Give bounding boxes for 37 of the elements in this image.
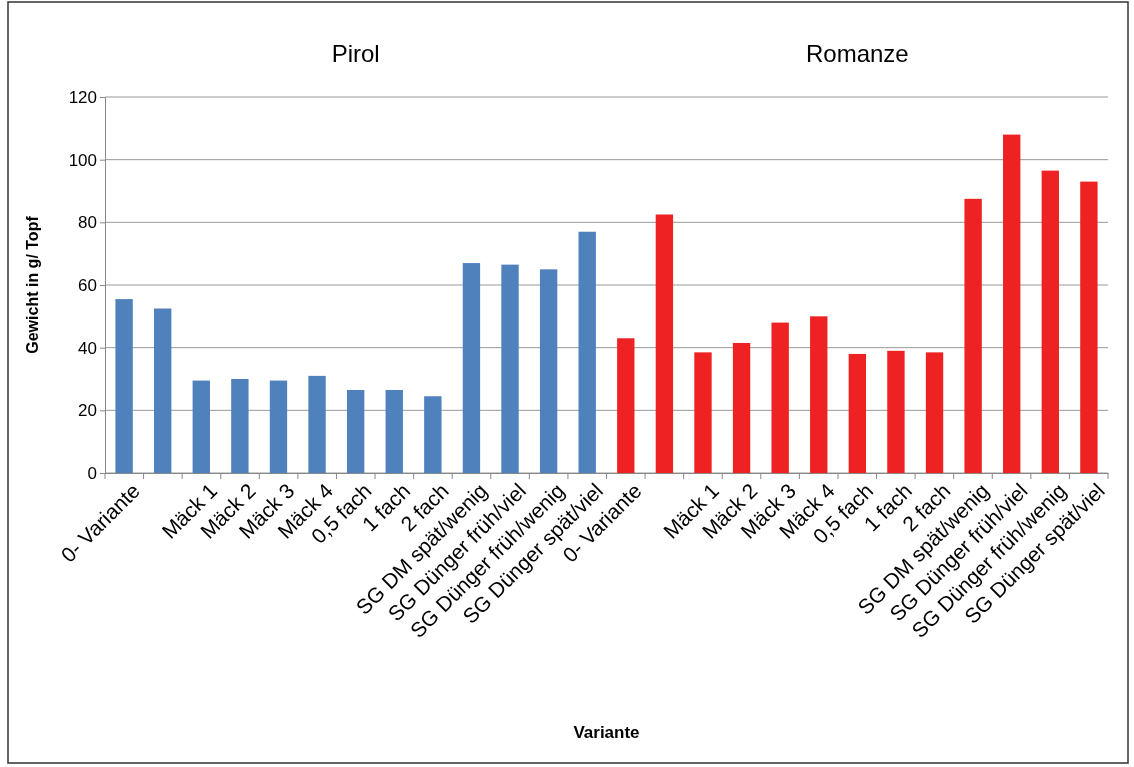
text: Pirol (331, 40, 380, 67)
bar (269, 380, 288, 473)
y-tick-label: 0 (87, 463, 97, 483)
bar (771, 322, 789, 473)
bar (655, 214, 674, 473)
bar (1080, 181, 1098, 473)
y-axis-title: Gewicht in g/ Topf (24, 215, 41, 354)
y-tick-label: 120 (68, 87, 97, 107)
bar (115, 299, 133, 473)
bar (617, 338, 635, 473)
bar (231, 379, 249, 473)
text: Romanze (805, 40, 909, 67)
bar (810, 316, 828, 473)
y-tick-label: 20 (78, 401, 97, 421)
bar (887, 350, 905, 473)
y-tick-label: 100 (68, 150, 97, 170)
bar (346, 389, 365, 473)
bar (154, 308, 172, 473)
y-tick-label: 40 (78, 338, 97, 358)
y-tick-label: 60 (78, 275, 97, 295)
bar (192, 380, 210, 473)
bar (732, 342, 751, 473)
x-axis-title: Variante (573, 723, 640, 742)
bar (925, 352, 944, 473)
bar (848, 353, 867, 473)
bar (424, 396, 442, 473)
bar (1041, 170, 1059, 473)
bar (578, 231, 596, 473)
bar (501, 264, 519, 473)
bar (1003, 134, 1021, 473)
bar (539, 269, 558, 473)
bar (694, 352, 712, 473)
bar (964, 198, 982, 473)
bar (385, 389, 403, 473)
y-tick-label: 80 (78, 213, 97, 233)
bar (308, 375, 326, 473)
bar (462, 263, 481, 473)
